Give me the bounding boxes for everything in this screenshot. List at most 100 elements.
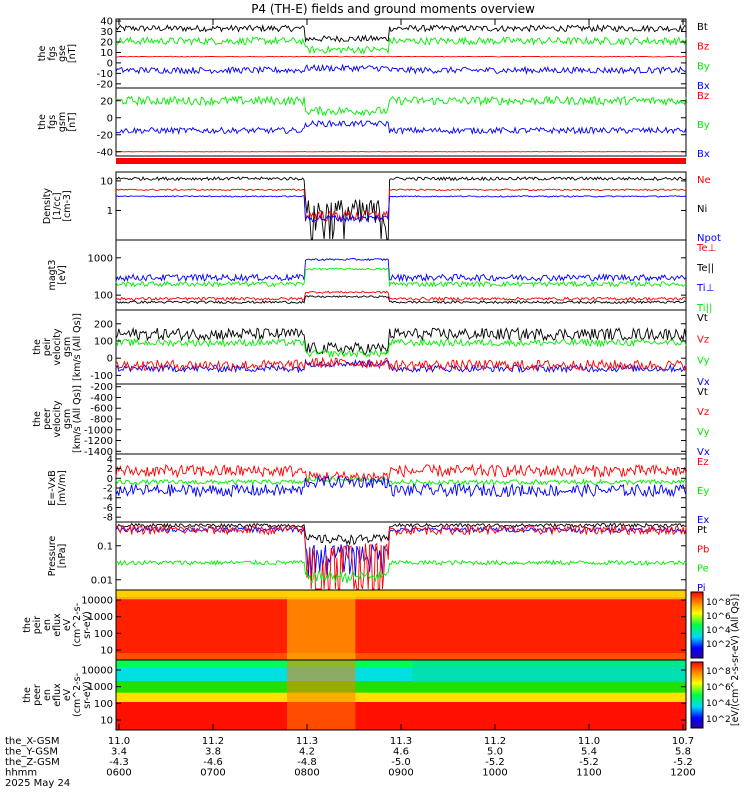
legend-entry: Pe xyxy=(697,564,709,575)
x-axis-value: 0900 xyxy=(388,768,413,779)
spectrogram-band xyxy=(116,678,686,682)
y-tick-label: 10000 xyxy=(81,596,113,607)
y-tick-label: 100 xyxy=(94,336,113,347)
spectrogram-band xyxy=(116,599,686,603)
legend-entry: Ti⊥ xyxy=(696,283,714,294)
y-tick-label: -20 xyxy=(97,79,113,90)
y-tick-label: -40 xyxy=(97,147,113,158)
colorbar-tick: 10^8 xyxy=(706,667,731,677)
y-axis-label: the xyxy=(37,46,48,62)
y-axis-label: E=-VxB xyxy=(47,470,58,505)
ez-series xyxy=(115,463,687,484)
spectrogram-band xyxy=(116,690,686,694)
panel-6: -200-400-600-800-1000-1200-1400 the peer ve… xyxy=(32,382,710,458)
bz-series xyxy=(115,55,687,58)
spectrogram-band xyxy=(116,660,686,663)
spectrogram-band xyxy=(116,622,686,626)
spectrogram-band xyxy=(116,662,686,666)
y-tick-label: -8 xyxy=(103,513,113,524)
y-tick-label: -20 xyxy=(97,130,113,141)
teperp-series xyxy=(115,290,687,302)
y-axis-label: en xyxy=(42,689,53,701)
legend-entry: Vz xyxy=(697,334,709,345)
colorbar-tick: 10^6 xyxy=(706,683,731,693)
pe-series xyxy=(116,559,687,584)
x-axis-value: 11.2 xyxy=(202,736,224,747)
spectrogram-feature xyxy=(412,660,686,683)
spectrogram-band xyxy=(116,720,686,724)
x-axis-value: -5.2 xyxy=(485,757,505,768)
spectrogram-band xyxy=(116,697,686,701)
legend-entry: Bx xyxy=(697,81,710,92)
legend-entry: Ey xyxy=(697,486,709,497)
y-tick-label: 0.1 xyxy=(97,541,113,552)
y-tick-label: 100 xyxy=(94,629,113,640)
legend-entry: Vx xyxy=(697,377,710,388)
x-axis-value: 3.8 xyxy=(205,747,221,758)
y-tick-label: -1400 xyxy=(84,447,113,458)
x-axis-value: 4.2 xyxy=(299,747,315,758)
x-axis-value: -4.8 xyxy=(297,757,317,768)
x-axis-value: -4.6 xyxy=(203,757,223,768)
spectrogram-band xyxy=(116,711,686,715)
colorbar-lower xyxy=(690,661,704,729)
spectrogram-band xyxy=(116,669,686,673)
colorbar-tick: 10^6 xyxy=(706,612,731,622)
spectrogram-band xyxy=(116,597,686,600)
spectrogram-band xyxy=(116,641,686,645)
y-axis-label: sr-eV) xyxy=(82,681,93,709)
tipar-series xyxy=(115,267,687,288)
x-axis-value: 5.4 xyxy=(581,747,597,758)
legend-entry: Vy xyxy=(697,427,710,438)
y-tick-label: 0 xyxy=(107,113,113,124)
spectrogram-band xyxy=(116,655,686,659)
legend-entry: Vy xyxy=(697,356,710,367)
y-tick-label: 100 xyxy=(94,291,113,302)
spectrogram-band xyxy=(116,625,686,628)
x-axis-value: 1100 xyxy=(576,768,601,779)
spectrogram-band xyxy=(116,676,686,680)
y-axis-label: gse xyxy=(57,45,68,62)
pb-series xyxy=(115,524,687,590)
x-axis-value: 1200 xyxy=(670,768,695,779)
y-tick-label: 10000 xyxy=(81,666,113,677)
spectrogram-band xyxy=(116,590,686,593)
panel-frame xyxy=(115,521,687,591)
y-tick-label: 0 xyxy=(107,58,113,69)
y-axis-label: gsm xyxy=(62,409,73,429)
spectrogram-band xyxy=(116,608,686,612)
y-tick-label: 200 xyxy=(94,319,113,330)
ni-series xyxy=(115,176,687,240)
spectrogram-band xyxy=(116,683,686,687)
colorbar-tick: 10^4 xyxy=(706,699,731,709)
legend-entry: Pb xyxy=(697,544,709,555)
spectrogram-band xyxy=(116,702,686,705)
x-axis-value: 1000 xyxy=(482,768,507,779)
by-series xyxy=(115,35,687,55)
spectrogram-band xyxy=(116,704,686,708)
y-axis-label: the xyxy=(22,687,33,703)
y-tick-label: 40 xyxy=(100,17,113,28)
y-axis-label: gsm xyxy=(62,337,73,357)
y-tick-label: -10 xyxy=(97,69,113,80)
spectrogram-band xyxy=(116,639,686,642)
y-tick-label: 0.01 xyxy=(91,575,113,586)
y-tick-label: -2 xyxy=(103,484,113,495)
x-axis-value: 11.3 xyxy=(390,736,412,747)
spectrogram-band xyxy=(116,632,686,635)
legend-entry: Te|| xyxy=(696,263,714,274)
colorbar-tick: 10^8 xyxy=(706,598,731,608)
spectrogram-band xyxy=(116,667,686,670)
x-axis-value: 0700 xyxy=(200,768,225,779)
y-axis-label: peir xyxy=(42,338,53,357)
spectrogram-band xyxy=(116,592,686,596)
y-tick-label: -4 xyxy=(103,493,113,504)
y-tick-label: 1 xyxy=(107,206,113,217)
bz-band xyxy=(116,158,686,164)
spectrogram-feature xyxy=(287,590,356,660)
y-tick-label: -6 xyxy=(103,503,113,514)
legend-entry: Ez xyxy=(697,457,709,468)
y-tick-label: -1200 xyxy=(84,436,113,447)
y-axis-label: peer xyxy=(32,684,43,706)
